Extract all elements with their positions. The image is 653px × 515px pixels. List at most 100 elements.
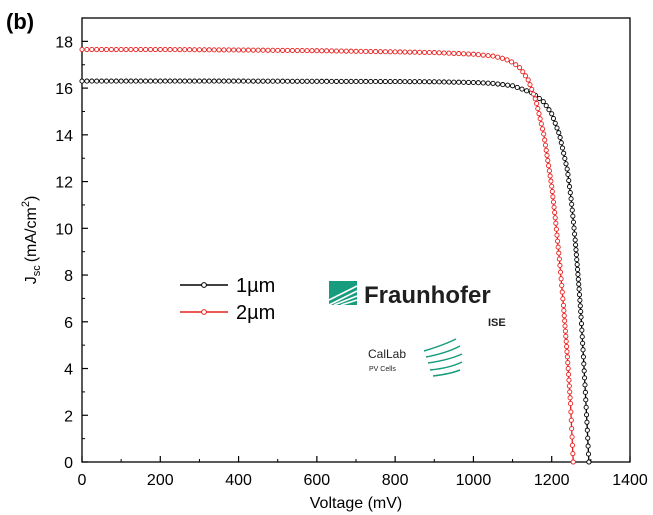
data-point [392, 79, 398, 85]
data-point [324, 78, 330, 84]
data-point [579, 327, 585, 333]
data-point [504, 57, 510, 63]
data-point [240, 78, 247, 84]
data-point [284, 78, 291, 84]
data-point [314, 48, 320, 54]
data-point [584, 419, 590, 425]
data-point [412, 49, 418, 55]
data-point [201, 47, 207, 53]
data-point [576, 292, 583, 298]
data-point [172, 78, 178, 84]
data-point [572, 237, 578, 243]
data-point [211, 78, 217, 84]
data-point [328, 78, 335, 84]
data-point [562, 328, 568, 334]
data-point [490, 53, 496, 59]
data-point [373, 78, 379, 85]
y-tick-label: 8 [64, 268, 73, 285]
data-point [152, 78, 158, 84]
data-point [304, 48, 310, 54]
data-point [542, 142, 549, 148]
data-point [548, 178, 554, 184]
data-point [94, 47, 100, 53]
data-point [552, 209, 558, 216]
data-point [559, 289, 565, 295]
data-point [542, 137, 548, 143]
data-point [358, 48, 364, 54]
x-tick-label: 1000 [456, 472, 492, 489]
data-point [255, 47, 261, 53]
data-point [553, 220, 559, 226]
data-point [536, 111, 542, 117]
data-point [513, 62, 519, 68]
series-layer [79, 47, 592, 465]
data-point [562, 323, 568, 329]
legend-marker-2 [201, 309, 207, 315]
data-point [446, 50, 452, 56]
data-point [470, 51, 476, 57]
data-point [265, 47, 271, 53]
data-point [566, 377, 572, 383]
data-point [561, 308, 567, 314]
data-point [446, 79, 452, 85]
data-point [358, 78, 364, 85]
data-point [583, 404, 589, 410]
data-point [490, 80, 496, 86]
y-tick-label: 6 [64, 315, 73, 332]
data-point [525, 77, 531, 83]
data-point [328, 48, 335, 54]
data-point [436, 50, 442, 56]
data-point [581, 361, 587, 367]
data-point [338, 78, 344, 84]
data-point [546, 107, 552, 113]
data-point [363, 78, 369, 85]
data-point [569, 201, 575, 207]
data-point [196, 78, 202, 84]
data-point [245, 78, 251, 84]
data-point [382, 78, 388, 85]
data-point [187, 78, 193, 84]
data-point [553, 226, 559, 232]
data-point [216, 47, 222, 53]
data-point [557, 134, 563, 141]
data-point [353, 78, 359, 84]
data-point [559, 145, 566, 151]
data-point [557, 269, 564, 275]
data-point [569, 442, 576, 448]
data-point [182, 78, 188, 84]
data-point [546, 168, 552, 174]
data-point [556, 256, 562, 262]
data-point [584, 427, 590, 433]
data-point [545, 157, 551, 164]
data-point [387, 79, 393, 85]
data-point [333, 78, 339, 84]
data-point [538, 121, 544, 127]
data-point [294, 47, 300, 54]
data-point [559, 282, 565, 289]
legend-item-2: 2µm [180, 302, 275, 324]
y-tick-label: 4 [64, 362, 73, 379]
data-point [143, 78, 149, 84]
fraunhofer-mark-icon [328, 281, 358, 306]
data-point [456, 51, 462, 57]
series-line [82, 48, 574, 463]
data-point [583, 397, 589, 403]
data-point [108, 78, 114, 84]
data-point [265, 78, 271, 84]
data-point [167, 47, 173, 53]
data-point [338, 48, 344, 54]
data-point [554, 125, 560, 131]
data-point [309, 48, 315, 54]
data-point [294, 78, 300, 84]
data-point [580, 354, 586, 360]
data-point [402, 79, 408, 85]
data-point [485, 53, 491, 59]
x-tick-label: 800 [382, 472, 409, 489]
data-point [236, 78, 242, 84]
y-tick-label: 14 [55, 128, 73, 145]
data-point [574, 261, 580, 268]
data-point [226, 78, 232, 84]
data-point [275, 78, 281, 84]
data-point [216, 78, 222, 84]
